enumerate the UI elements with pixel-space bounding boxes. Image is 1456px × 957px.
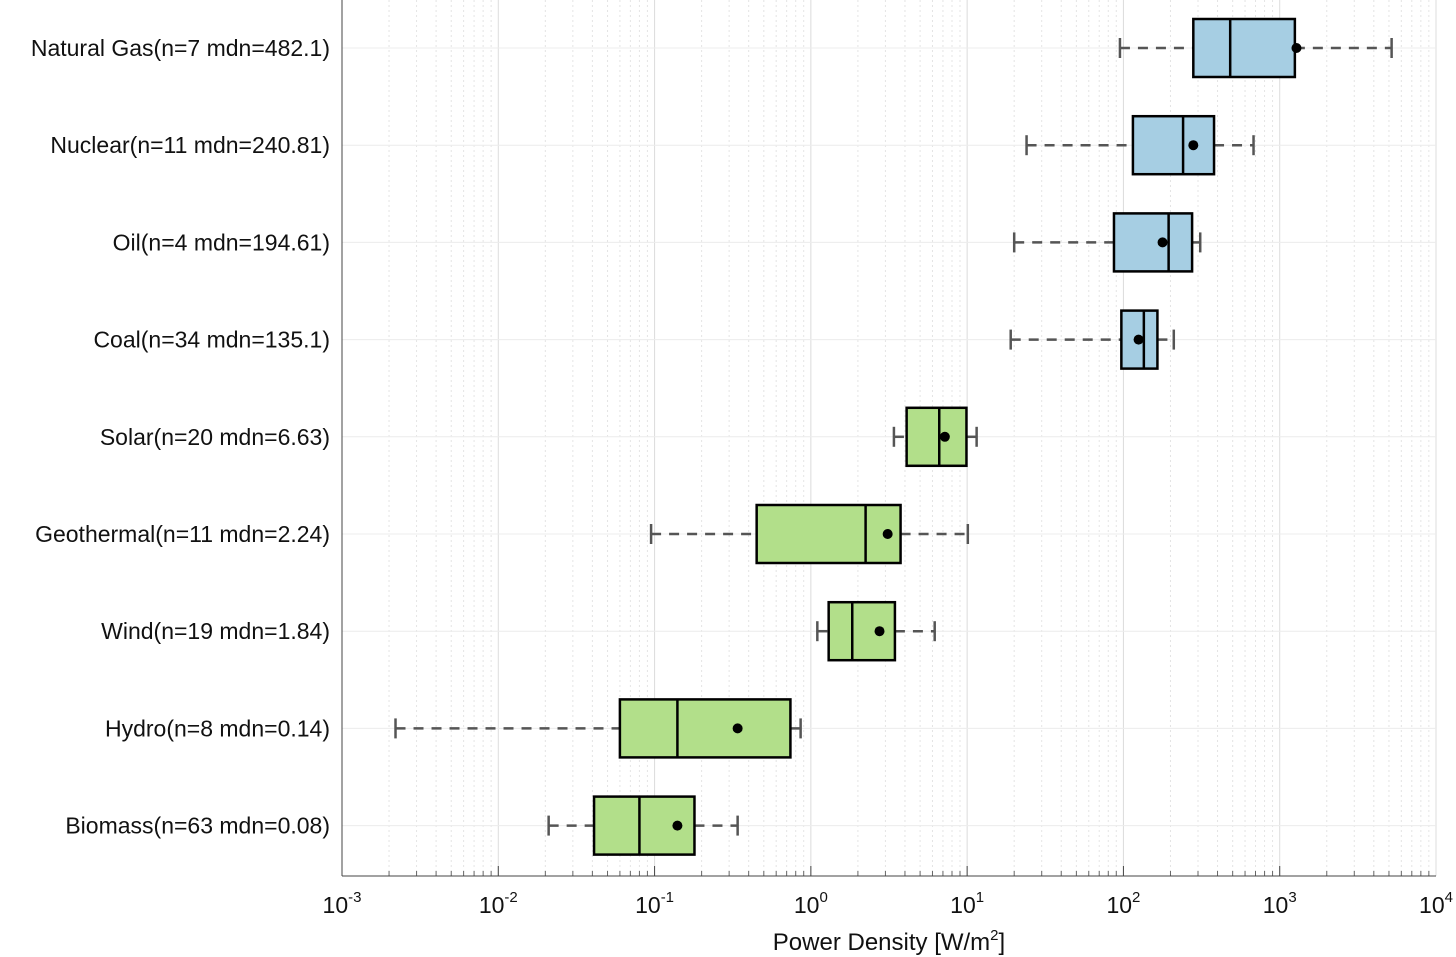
x-tick-exponent: 0 <box>819 889 827 906</box>
mean-marker <box>1133 334 1144 345</box>
iqr-box <box>618 698 792 759</box>
x-axis-label: Power Density [W/m2] <box>773 927 1005 956</box>
box-group <box>892 406 978 468</box>
x-tick-base: 10 <box>323 892 349 918</box>
box-group <box>816 600 936 662</box>
iqr-box <box>1131 114 1216 176</box>
box-group <box>1009 309 1176 370</box>
mean-marker <box>874 626 885 637</box>
axes <box>341 0 1436 877</box>
x-tick-label: 10-1 <box>635 889 674 918</box>
x-tick-label: 10-3 <box>323 889 362 918</box>
x-tick-exponent: -1 <box>661 889 674 906</box>
x-tick-exponent: 1 <box>976 889 984 906</box>
mean-marker <box>939 431 950 442</box>
x-axis-label-close: ] <box>999 929 1006 956</box>
x-tick-label: 10-2 <box>479 889 518 918</box>
x-tick-label: 101 <box>950 889 984 918</box>
category-label: Coal(n=34 mdn=135.1) <box>93 327 330 353</box>
iqr-box <box>1112 212 1194 273</box>
x-tick-labels: 10-3 10-2 10-1 100 101 102 103 104 <box>323 889 1453 918</box>
grid <box>341 0 1437 876</box>
box-group <box>1012 212 1202 273</box>
category-labels: Natural Gas(n=7 mdn=482.1) Nuclear(n=11 m… <box>31 35 330 839</box>
x-tick-exponent: -3 <box>348 889 361 906</box>
box-group <box>1118 17 1393 79</box>
x-tick-label: 100 <box>794 889 828 918</box>
mean-marker <box>1291 43 1302 53</box>
mean-marker <box>732 723 743 734</box>
iqr-box <box>1192 17 1297 79</box>
mean-marker <box>672 820 683 831</box>
x-tick-base: 10 <box>479 892 505 918</box>
box-group <box>1025 114 1255 176</box>
x-tick-base: 10 <box>950 892 976 918</box>
box-group <box>649 503 970 565</box>
x-tick-base: 10 <box>794 892 820 918</box>
x-axis-label-main: Power Density [W/m <box>773 929 990 956</box>
category-label: Solar(n=20 mdn=6.63) <box>100 424 330 450</box>
box-group <box>547 795 739 856</box>
mean-marker <box>1157 237 1168 248</box>
boxes <box>394 17 1393 856</box>
box-group <box>394 698 802 759</box>
iqr-box <box>755 503 902 565</box>
x-tick-base: 10 <box>635 892 661 918</box>
x-tick-label: 102 <box>1106 889 1140 918</box>
category-label: Wind(n=19 mdn=1.84) <box>101 618 330 644</box>
x-tick-exponent: -2 <box>504 889 517 906</box>
iqr-box <box>905 406 968 468</box>
x-tick-base: 10 <box>1419 892 1445 918</box>
category-label: Oil(n=4 mdn=194.61) <box>113 229 330 255</box>
x-tick-exponent: 3 <box>1288 889 1296 906</box>
mean-marker <box>1188 140 1199 151</box>
category-label: Biomass(n=63 mdn=0.08) <box>65 813 330 839</box>
category-label: Nuclear(n=11 mdn=240.81) <box>50 132 330 158</box>
x-tick-exponent: 4 <box>1445 889 1453 906</box>
x-tick-base: 10 <box>1263 892 1289 918</box>
x-axis-label-sup: 2 <box>990 927 998 944</box>
category-label: Hydro(n=8 mdn=0.14) <box>105 715 330 741</box>
category-label: Geothermal(n=11 mdn=2.24) <box>35 521 330 547</box>
iqr-box <box>827 600 897 662</box>
x-tick-exponent: 2 <box>1132 889 1140 906</box>
x-tick-label: 104 <box>1419 889 1453 918</box>
x-tick-base: 10 <box>1106 892 1132 918</box>
category-label: Natural Gas(n=7 mdn=482.1) <box>31 35 330 61</box>
x-tick-label: 103 <box>1263 889 1297 918</box>
mean-marker <box>882 529 893 539</box>
